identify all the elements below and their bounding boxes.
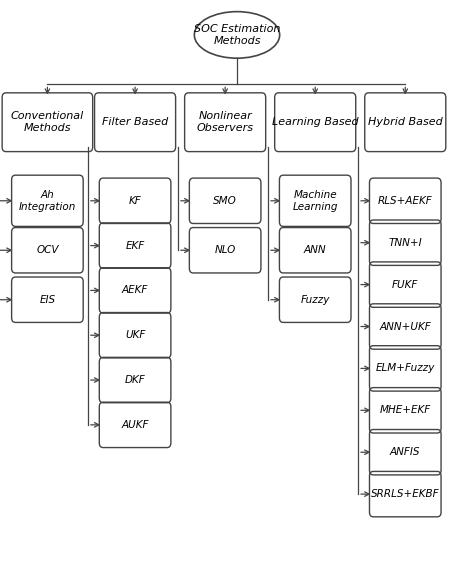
Text: ANN: ANN <box>304 245 327 255</box>
Text: EKF: EKF <box>126 240 145 251</box>
Text: Machine
Learning: Machine Learning <box>292 190 338 212</box>
Text: AEKF: AEKF <box>122 285 148 296</box>
Text: ANN+UKF: ANN+UKF <box>379 321 431 332</box>
Text: DKF: DKF <box>125 375 146 385</box>
Text: Learning Based: Learning Based <box>272 117 358 127</box>
Text: UKF: UKF <box>125 330 145 340</box>
Text: MHE+EKF: MHE+EKF <box>380 405 431 416</box>
Text: AUKF: AUKF <box>121 420 149 430</box>
Text: TNN+I: TNN+I <box>389 237 422 248</box>
Text: SRRLS+EKBF: SRRLS+EKBF <box>371 489 439 499</box>
Text: Hybrid Based: Hybrid Based <box>368 117 443 127</box>
Text: SMO: SMO <box>213 196 237 206</box>
Text: Filter Based: Filter Based <box>102 117 168 127</box>
Text: Fuzzy: Fuzzy <box>301 294 330 305</box>
Text: Nonlinear
Observers: Nonlinear Observers <box>197 111 254 133</box>
Text: NLO: NLO <box>215 245 236 255</box>
Text: ELM+Fuzzy: ELM+Fuzzy <box>375 363 435 374</box>
Text: KF: KF <box>129 196 141 206</box>
Text: OCV: OCV <box>36 245 59 255</box>
Text: ANFIS: ANFIS <box>390 447 420 457</box>
Text: EIS: EIS <box>39 294 55 305</box>
Text: SOC Estimation
Methods: SOC Estimation Methods <box>194 24 280 46</box>
Text: Conventional
Methods: Conventional Methods <box>11 111 84 133</box>
Text: Ah
Integration: Ah Integration <box>18 190 76 212</box>
Text: FUKF: FUKF <box>392 279 419 290</box>
Text: RLS+AEKF: RLS+AEKF <box>378 196 433 206</box>
